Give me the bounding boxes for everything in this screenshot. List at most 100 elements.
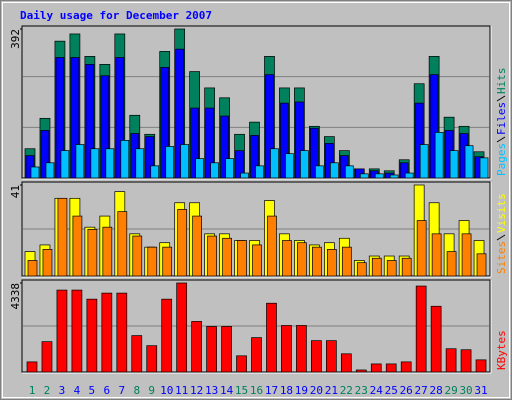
bar bbox=[370, 363, 382, 373]
bar bbox=[311, 340, 322, 373]
bar bbox=[236, 355, 247, 373]
bar bbox=[400, 361, 412, 373]
bar bbox=[146, 345, 158, 373]
x-tick-label: 27 bbox=[415, 384, 428, 397]
x-tick-label: 14 bbox=[220, 384, 234, 397]
bar bbox=[446, 251, 457, 277]
bar bbox=[101, 292, 113, 373]
bar bbox=[180, 144, 190, 179]
bar bbox=[85, 63, 95, 179]
bar bbox=[72, 215, 83, 277]
bar bbox=[374, 173, 384, 179]
x-tick-label: 22 bbox=[340, 384, 353, 397]
bar bbox=[404, 172, 414, 179]
bar bbox=[280, 102, 289, 179]
bar bbox=[434, 132, 444, 179]
bar bbox=[116, 292, 128, 373]
x-tick-label: 11 bbox=[175, 384, 188, 397]
bar bbox=[192, 215, 202, 277]
bar bbox=[267, 215, 277, 277]
bar bbox=[325, 143, 334, 179]
bar bbox=[266, 302, 277, 373]
bar bbox=[386, 260, 397, 277]
bar bbox=[252, 244, 262, 277]
y-tick-label: 41 bbox=[9, 185, 22, 198]
x-tick-label: 28 bbox=[430, 384, 443, 397]
bar bbox=[117, 211, 128, 277]
bar bbox=[354, 168, 364, 179]
legend-label: Files bbox=[495, 102, 508, 135]
x-tick-label: 31 bbox=[474, 384, 487, 397]
bar bbox=[100, 75, 110, 179]
x-tick-label: 18 bbox=[280, 384, 293, 397]
bar bbox=[327, 249, 337, 277]
bar bbox=[87, 229, 98, 277]
bar bbox=[207, 235, 217, 277]
bar bbox=[282, 240, 292, 277]
bar bbox=[56, 289, 68, 373]
x-tick-label: 29 bbox=[444, 384, 457, 397]
bar bbox=[419, 144, 429, 179]
x-tick-label: 2 bbox=[44, 384, 51, 397]
x-tick-label: 1 bbox=[29, 384, 36, 397]
x-tick-label: 21 bbox=[325, 384, 338, 397]
x-tick-label: 6 bbox=[104, 384, 111, 397]
bar bbox=[326, 340, 337, 373]
bar bbox=[45, 162, 55, 179]
x-tick-label: 26 bbox=[400, 384, 413, 397]
bar bbox=[220, 115, 229, 179]
bar bbox=[414, 102, 424, 179]
bar bbox=[75, 144, 85, 179]
bar bbox=[42, 249, 53, 277]
bar bbox=[476, 253, 487, 277]
bar bbox=[416, 220, 427, 277]
bar bbox=[145, 136, 155, 179]
bar bbox=[40, 130, 50, 179]
bar bbox=[70, 57, 80, 179]
bar bbox=[240, 172, 249, 179]
bar bbox=[26, 361, 38, 373]
x-tick-label: 17 bbox=[265, 384, 278, 397]
x-tick-label: 4 bbox=[74, 384, 81, 397]
bar bbox=[300, 150, 309, 179]
bar bbox=[297, 242, 307, 277]
bar bbox=[190, 107, 199, 179]
bar bbox=[150, 165, 160, 179]
bar bbox=[105, 148, 115, 179]
legend-label: KBytes bbox=[495, 330, 508, 370]
bar bbox=[371, 257, 382, 277]
bar bbox=[57, 197, 68, 277]
x-tick-label: 19 bbox=[295, 384, 308, 397]
x-tick-label: 7 bbox=[118, 384, 125, 397]
bar bbox=[312, 246, 322, 277]
x-tick-label: 25 bbox=[385, 384, 398, 397]
bar bbox=[330, 162, 339, 179]
legend-separator bbox=[496, 95, 506, 102]
bar bbox=[399, 162, 409, 179]
bar bbox=[115, 57, 125, 179]
bar bbox=[195, 158, 204, 179]
bar bbox=[359, 173, 369, 179]
bar bbox=[449, 150, 459, 179]
bar bbox=[265, 74, 274, 179]
bar bbox=[389, 174, 399, 179]
x-tick-label: 30 bbox=[459, 384, 472, 397]
bar bbox=[401, 257, 412, 277]
x-tick-label: 3 bbox=[59, 384, 66, 397]
bar bbox=[310, 127, 319, 179]
bar bbox=[177, 209, 188, 277]
bar bbox=[270, 148, 279, 179]
bar bbox=[160, 67, 170, 179]
bar bbox=[90, 148, 100, 179]
bar bbox=[341, 246, 352, 277]
y-tick-label: 4338 bbox=[9, 283, 22, 310]
x-tick-label: 23 bbox=[355, 384, 368, 397]
bar bbox=[250, 135, 259, 179]
bar bbox=[55, 57, 65, 179]
bar bbox=[86, 298, 98, 373]
x-tick-label: 12 bbox=[190, 384, 203, 397]
x-tick-label: 15 bbox=[235, 384, 248, 397]
x-tick-label: 5 bbox=[89, 384, 96, 397]
